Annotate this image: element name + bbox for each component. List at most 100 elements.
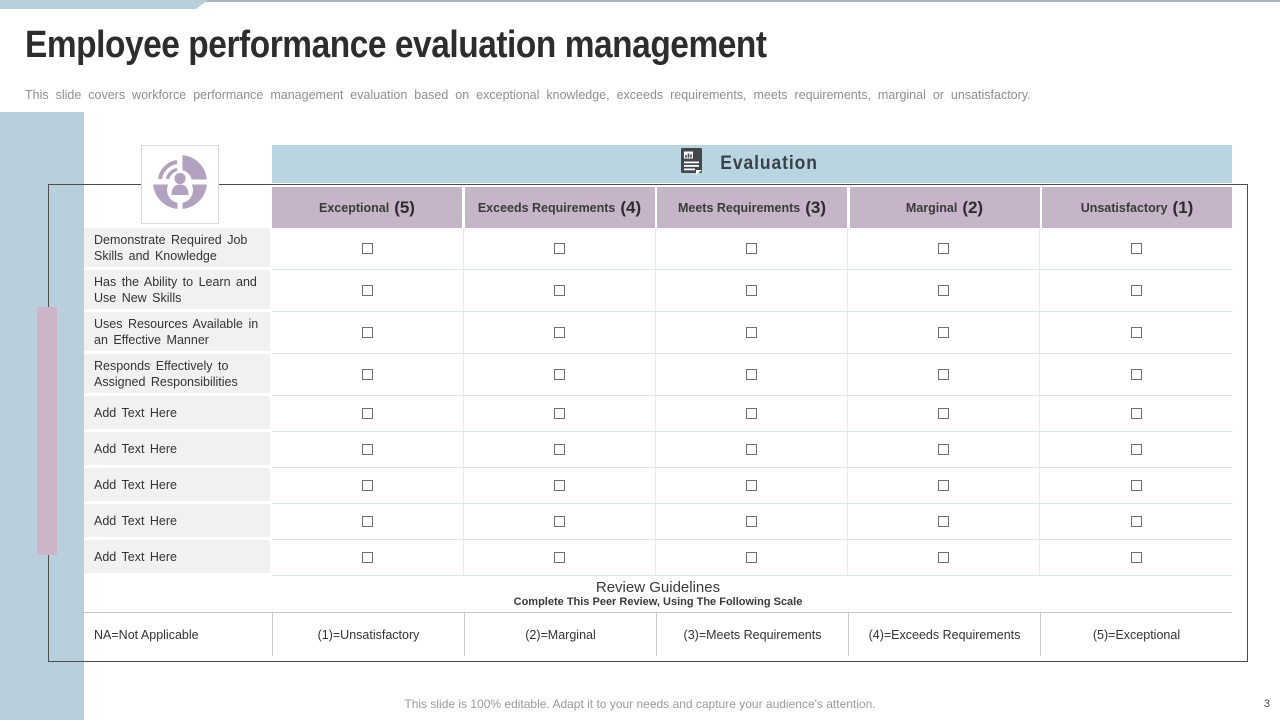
column-header-unsatisfactory: Unsatisfactory (1) <box>1042 187 1232 228</box>
table-row: Add Text Here <box>84 432 1232 468</box>
checkbox[interactable] <box>746 369 757 380</box>
page-title: Employee performance evaluation manageme… <box>25 24 767 66</box>
rating-scale-row: NA=Not Applicable (1)=Unsatisfactory (2)=M… <box>84 612 1232 656</box>
checkbox-cell-unsatisfactory <box>1040 312 1232 354</box>
checkbox[interactable] <box>1130 552 1142 563</box>
checkbox-cell-exceeds-requirements <box>464 228 656 270</box>
checkbox-cell-exceeds-requirements <box>464 432 656 468</box>
guidelines-subtitle: Complete This Peer Review, Using The Fol… <box>513 596 803 608</box>
checkbox[interactable] <box>746 480 757 491</box>
scale-item-3: (3)=Meets Requirements <box>656 613 848 656</box>
checkbox[interactable] <box>362 369 373 380</box>
checkbox[interactable] <box>746 516 757 527</box>
checkbox[interactable] <box>362 327 373 338</box>
checkbox[interactable] <box>1130 369 1142 380</box>
row-label: Has the Ability to Learn and Use New Ski… <box>84 270 270 312</box>
checkbox-cell-meets-requirements <box>656 270 848 312</box>
checkbox[interactable] <box>1130 285 1142 296</box>
table-row: Uses Resources Available in an Effective… <box>84 312 1232 354</box>
checkbox-cell-exceeds-requirements <box>464 354 656 396</box>
page-number: 3 <box>1263 698 1270 710</box>
checkbox-cell-exceeds-requirements <box>464 468 656 504</box>
column-label: Exceeds Requirements <box>477 200 616 215</box>
checkbox[interactable] <box>746 327 757 338</box>
evaluation-title: Evaluation <box>720 153 819 174</box>
checkbox[interactable] <box>1130 243 1142 254</box>
checkbox[interactable] <box>554 285 565 296</box>
checkbox[interactable] <box>362 516 373 527</box>
checkbox[interactable] <box>1130 444 1142 455</box>
checkbox-cell-exceptional <box>272 270 464 312</box>
checkbox[interactable] <box>554 243 565 254</box>
checkbox[interactable] <box>362 480 373 491</box>
document-report-icon <box>681 148 703 180</box>
checkbox-cell-unsatisfactory <box>1040 432 1232 468</box>
checkbox-cell-meets-requirements <box>656 354 848 396</box>
scale-item-5: (5)=Exceptional <box>1040 613 1232 656</box>
column-label: Marginal <box>905 200 958 215</box>
row-label: Uses Resources Available in an Effective… <box>84 312 270 354</box>
checkbox-cell-unsatisfactory <box>1040 468 1232 504</box>
left-pink-bar <box>37 307 57 555</box>
checkbox[interactable] <box>554 408 565 419</box>
checkbox[interactable] <box>1130 327 1142 338</box>
checkbox[interactable] <box>362 408 373 419</box>
checkbox[interactable] <box>362 552 373 563</box>
column-header-exceptional: Exceptional (5) <box>272 187 462 228</box>
checkbox[interactable] <box>746 243 757 254</box>
checkbox[interactable] <box>746 552 757 563</box>
checkbox[interactable] <box>938 480 949 491</box>
footer-note: This slide is 100% editable. Adapt it to… <box>404 697 876 711</box>
column-headers: Exceptional (5) Exceeds Requirements (4) Mee… <box>272 187 1232 228</box>
checkbox-cell-meets-requirements <box>656 540 848 576</box>
column-label: Meets Requirements <box>677 200 801 215</box>
checkbox-cell-marginal <box>848 540 1040 576</box>
checkbox[interactable] <box>938 285 949 296</box>
column-label: Unsatisfactory <box>1080 200 1168 215</box>
checkbox[interactable] <box>938 516 949 527</box>
checkbox[interactable] <box>362 285 373 296</box>
checkbox-cell-meets-requirements <box>656 432 848 468</box>
checkbox-cell-exceptional <box>272 354 464 396</box>
checkbox-cell-unsatisfactory <box>1040 396 1232 432</box>
checkbox-cell-unsatisfactory <box>1040 540 1232 576</box>
column-header-marginal: Marginal (2) <box>849 187 1040 228</box>
checkbox-cell-unsatisfactory <box>1040 354 1232 396</box>
checkbox[interactable] <box>362 444 373 455</box>
evaluation-badge <box>141 145 219 224</box>
checkbox[interactable] <box>746 444 757 455</box>
checkbox[interactable] <box>746 408 757 419</box>
column-score: (1) <box>1172 197 1194 217</box>
evaluation-grid: Demonstrate Required Job Skills and Know… <box>84 228 1232 576</box>
column-score: (2) <box>962 197 984 217</box>
row-label: Add Text Here <box>84 432 270 468</box>
checkbox[interactable] <box>938 444 949 455</box>
checkbox[interactable] <box>554 369 565 380</box>
checkbox-cell-marginal <box>848 432 1040 468</box>
checkbox[interactable] <box>1130 516 1142 527</box>
checkbox[interactable] <box>746 285 757 296</box>
checkbox-cell-meets-requirements <box>656 228 848 270</box>
checkbox[interactable] <box>554 516 565 527</box>
checkbox[interactable] <box>554 444 565 455</box>
checkbox-cell-unsatisfactory <box>1040 504 1232 540</box>
checkbox[interactable] <box>938 369 949 380</box>
checkbox[interactable] <box>554 327 565 338</box>
row-label: Add Text Here <box>84 504 270 540</box>
checkbox[interactable] <box>938 408 949 419</box>
table-row: Add Text Here <box>84 504 1232 540</box>
checkbox-cell-exceptional <box>272 468 464 504</box>
checkbox[interactable] <box>1130 480 1142 491</box>
checkbox[interactable] <box>362 243 373 254</box>
checkbox-cell-exceeds-requirements <box>464 396 656 432</box>
checkbox[interactable] <box>1130 408 1142 419</box>
checkbox[interactable] <box>554 480 565 491</box>
checkbox[interactable] <box>938 243 949 254</box>
checkbox[interactable] <box>938 552 949 563</box>
checkbox-cell-unsatisfactory <box>1040 270 1232 312</box>
checkbox[interactable] <box>938 327 949 338</box>
checkbox[interactable] <box>554 552 565 563</box>
checkbox-cell-marginal <box>848 228 1040 270</box>
checkbox-cell-marginal <box>848 504 1040 540</box>
